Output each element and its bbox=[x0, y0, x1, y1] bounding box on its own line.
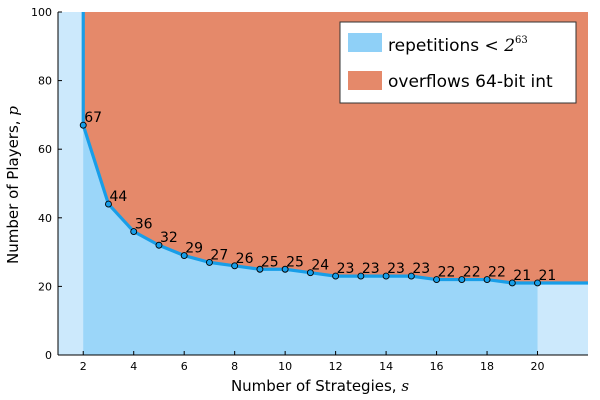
legend-swatch-overflows bbox=[348, 71, 382, 90]
x-tick-label: 12 bbox=[329, 360, 343, 373]
data-label: 29 bbox=[185, 241, 203, 257]
data-label: 21 bbox=[539, 268, 557, 284]
x-axis-label: Number of Strategies, s bbox=[231, 377, 409, 395]
y-axis-label: Number of Players, p bbox=[4, 106, 22, 264]
x-tick-label: 10 bbox=[278, 360, 292, 373]
data-labels: 67 44 36 32 29 27 26 25 25 24 23 23 23 23 22 22 22 21 21 bbox=[84, 110, 556, 284]
data-point bbox=[105, 200, 112, 208]
legend-label-repetitions-text: repetitions bbox=[388, 36, 479, 56]
y-axis-label-var: p bbox=[4, 106, 22, 116]
data-label: 26 bbox=[236, 251, 254, 267]
x-tick-label: 8 bbox=[231, 360, 238, 373]
data-point bbox=[382, 272, 390, 280]
y-axis-label-text: Number of Players, bbox=[4, 120, 22, 264]
axes-frame bbox=[57, 12, 588, 356]
legend-label-repetitions: repetitions < 263 bbox=[388, 35, 528, 56]
legend-label-overflows: overflows 64-bit int bbox=[388, 72, 553, 92]
data-label: 27 bbox=[210, 247, 228, 263]
repetitions-region bbox=[83, 125, 538, 355]
data-point bbox=[306, 269, 314, 277]
data-label: 32 bbox=[160, 230, 178, 246]
x-axis-label-text: Number of Strategies, bbox=[231, 377, 397, 395]
data-label: 23 bbox=[387, 261, 405, 277]
data-label: 25 bbox=[261, 254, 279, 270]
data-label: 22 bbox=[463, 265, 481, 281]
x-tick-label: 20 bbox=[531, 360, 545, 373]
data-label: 22 bbox=[488, 265, 506, 281]
data-point bbox=[79, 121, 87, 129]
y-tick-label: 0 bbox=[45, 349, 52, 362]
data-point bbox=[231, 262, 239, 270]
data-label: 23 bbox=[412, 261, 430, 277]
data-point bbox=[407, 272, 415, 280]
data-point bbox=[256, 265, 264, 273]
data-label: 23 bbox=[337, 261, 355, 277]
data-point bbox=[281, 265, 289, 273]
x-axis-label-var: s bbox=[401, 377, 409, 395]
x-tick-label: 2 bbox=[80, 360, 87, 373]
x-tick-label: 6 bbox=[181, 360, 188, 373]
data-label: 22 bbox=[438, 265, 456, 281]
x-tick-label: 4 bbox=[130, 360, 137, 373]
x-tick-label: 14 bbox=[379, 360, 393, 373]
data-point bbox=[357, 272, 365, 280]
data-label: 67 bbox=[84, 110, 102, 126]
data-point bbox=[180, 252, 188, 259]
y-tick-label: 100 bbox=[31, 6, 52, 19]
data-label: 25 bbox=[286, 254, 304, 270]
data-label: 44 bbox=[109, 189, 127, 205]
legend-label-repetitions-math: < 2 bbox=[485, 36, 515, 56]
data-label: 36 bbox=[135, 217, 153, 233]
data-point bbox=[332, 272, 340, 280]
data-point bbox=[130, 228, 138, 235]
data-label: 23 bbox=[362, 261, 380, 277]
legend-label-repetitions-exponent: 63 bbox=[515, 35, 528, 46]
data-label: 24 bbox=[311, 258, 329, 274]
data-point bbox=[508, 279, 516, 287]
data-point bbox=[205, 258, 213, 266]
legend: repetitions < 263 overflows 64-bit int bbox=[339, 21, 577, 104]
data-point bbox=[483, 276, 491, 283]
data-point bbox=[458, 276, 466, 283]
data-label: 21 bbox=[513, 268, 531, 284]
data-point bbox=[433, 276, 441, 283]
data-point bbox=[155, 241, 163, 249]
data-point bbox=[534, 279, 541, 287]
y-tick-label: 80 bbox=[38, 75, 52, 88]
legend-swatch-repetitions bbox=[348, 33, 382, 52]
y-tick-label: 20 bbox=[38, 280, 52, 293]
y-tick-label: 40 bbox=[38, 212, 52, 225]
x-tick-label: 16 bbox=[430, 360, 444, 373]
x-tick-label: 18 bbox=[480, 360, 494, 373]
y-tick-label: 60 bbox=[38, 143, 52, 156]
